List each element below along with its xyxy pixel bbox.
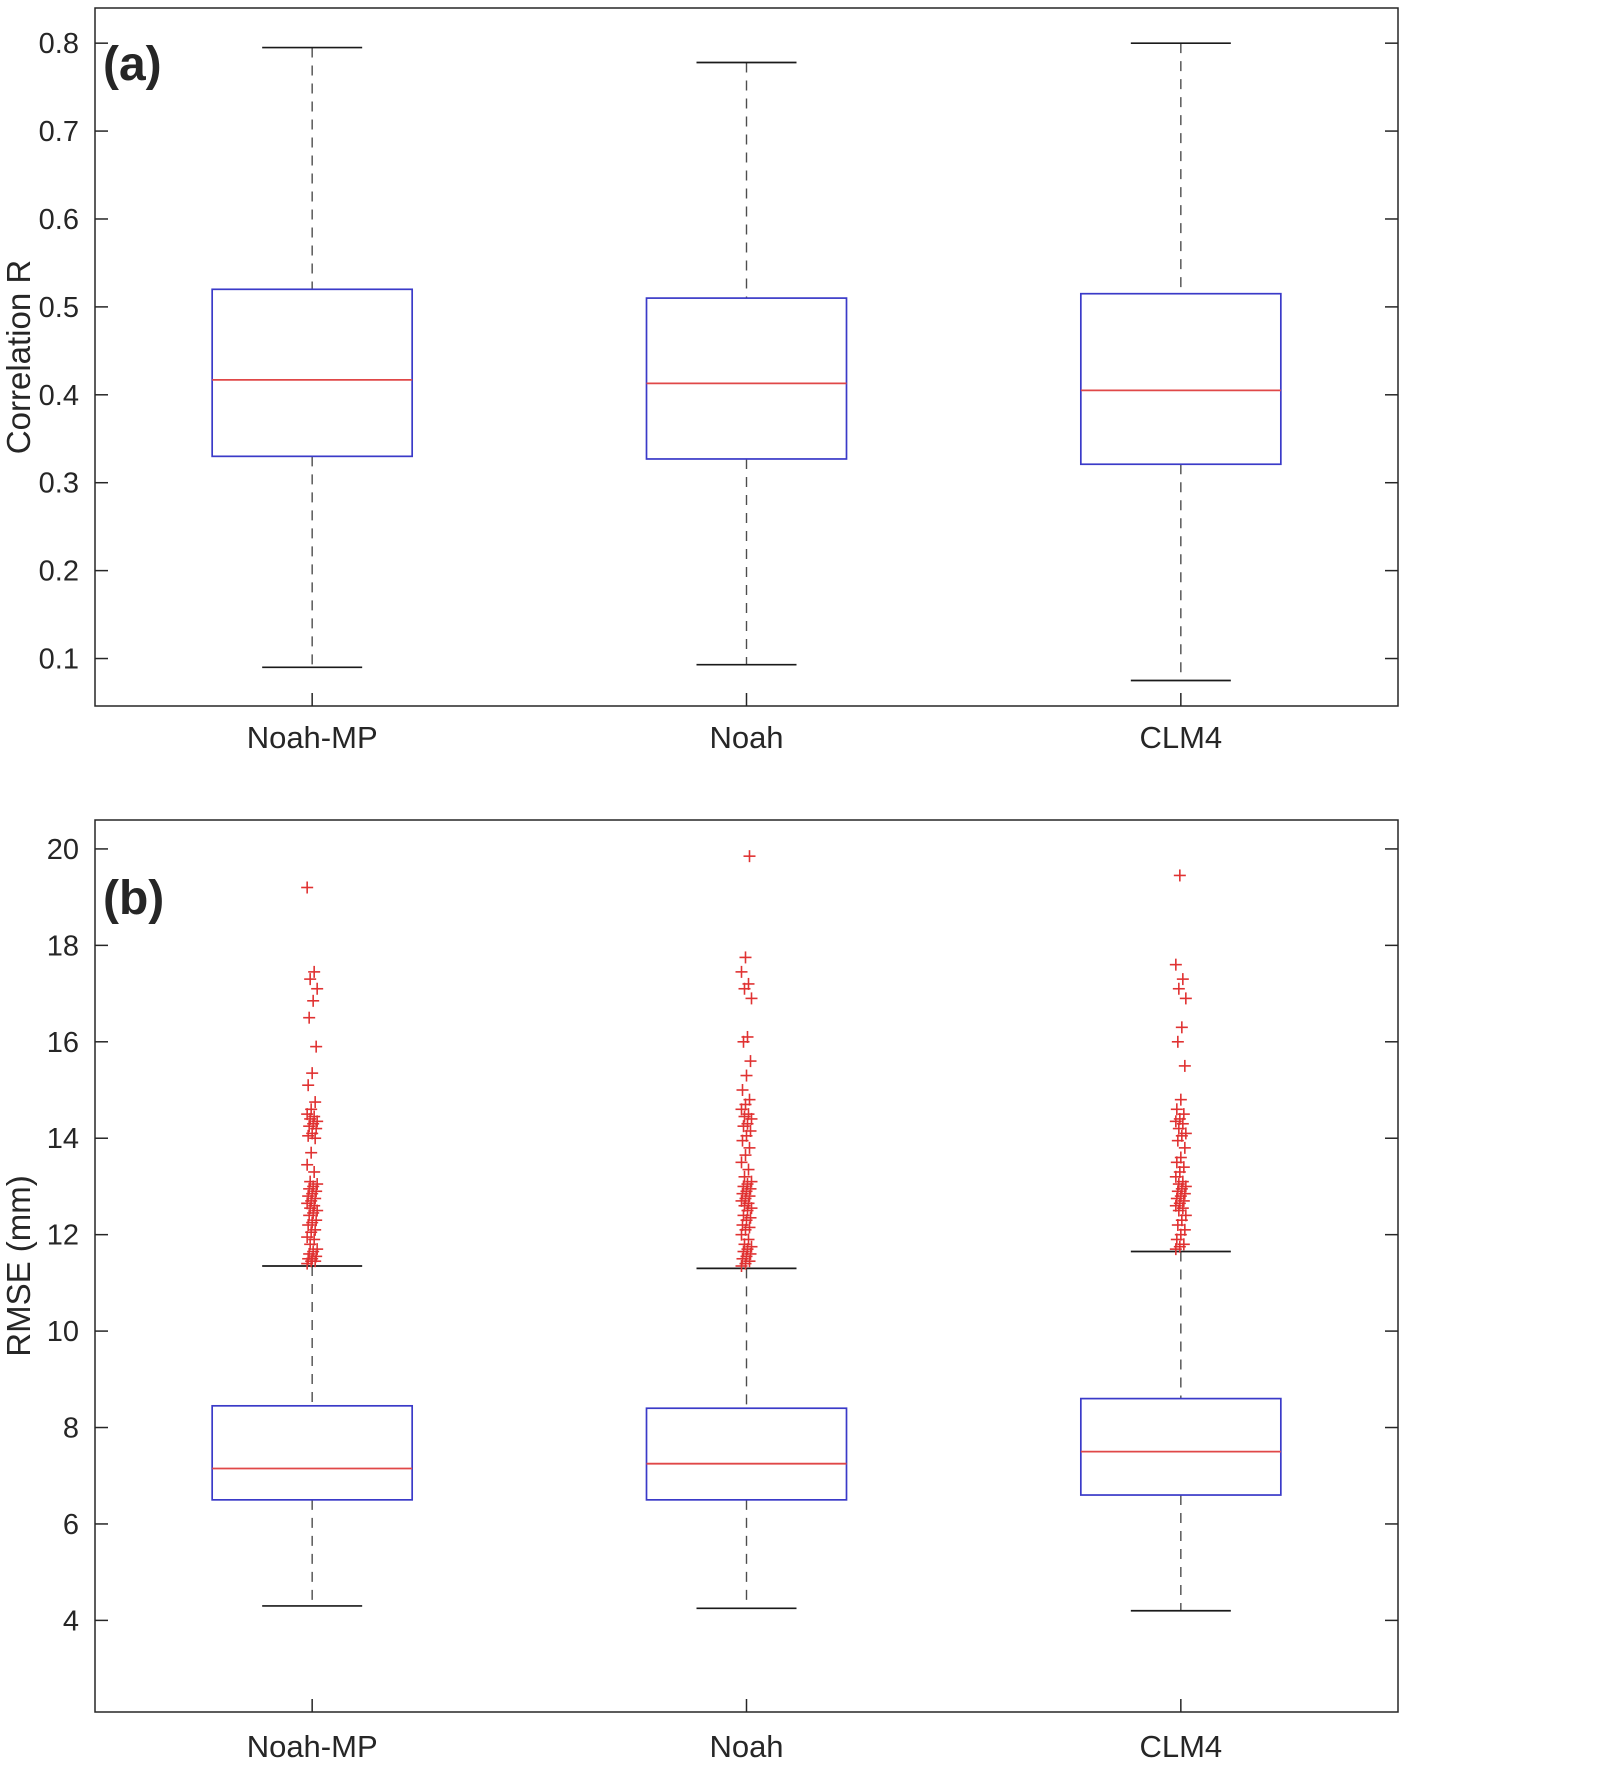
iqr-box — [211, 1404, 414, 1501]
x-category-label: CLM4 — [1139, 1729, 1222, 1764]
y-tick-label: 0.3 — [39, 468, 79, 500]
y-tick-label: 6 — [63, 1509, 79, 1541]
y-axis-label: RMSE (mm) — [0, 1175, 37, 1356]
y-tick-label: 0.6 — [39, 204, 79, 236]
y-tick-label: 10 — [47, 1316, 79, 1348]
y-tick-label: 12 — [47, 1220, 79, 1252]
y-axis-label: Correlation R — [0, 260, 37, 454]
y-tick-label: 16 — [47, 1027, 79, 1059]
y-tick-label: 18 — [47, 930, 79, 962]
y-tick-label: 0.1 — [39, 644, 79, 676]
x-category-label: Noah — [709, 1729, 783, 1764]
y-tick-label: 8 — [63, 1413, 79, 1445]
y-tick-label: 20 — [47, 834, 79, 866]
panel-label: (a) — [103, 38, 162, 91]
iqr-box — [1079, 1397, 1282, 1496]
y-tick-label: 4 — [63, 1605, 79, 1637]
y-tick-label: 14 — [47, 1123, 79, 1155]
x-category-label: Noah-MP — [247, 720, 378, 755]
x-category-label: CLM4 — [1139, 720, 1222, 755]
iqr-box — [645, 297, 848, 460]
y-tick-label: 0.5 — [39, 292, 79, 324]
y-tick-label: 0.8 — [39, 28, 79, 60]
y-tick-label: 0.7 — [39, 116, 79, 148]
panel-label: (b) — [103, 872, 164, 925]
iqr-box — [1079, 292, 1282, 466]
x-category-label: Noah-MP — [247, 1729, 378, 1764]
y-tick-label: 0.4 — [39, 380, 79, 412]
x-category-label: Noah — [709, 720, 783, 755]
iqr-box — [211, 288, 414, 458]
iqr-box — [645, 1407, 848, 1501]
y-tick-label: 0.2 — [39, 556, 79, 588]
